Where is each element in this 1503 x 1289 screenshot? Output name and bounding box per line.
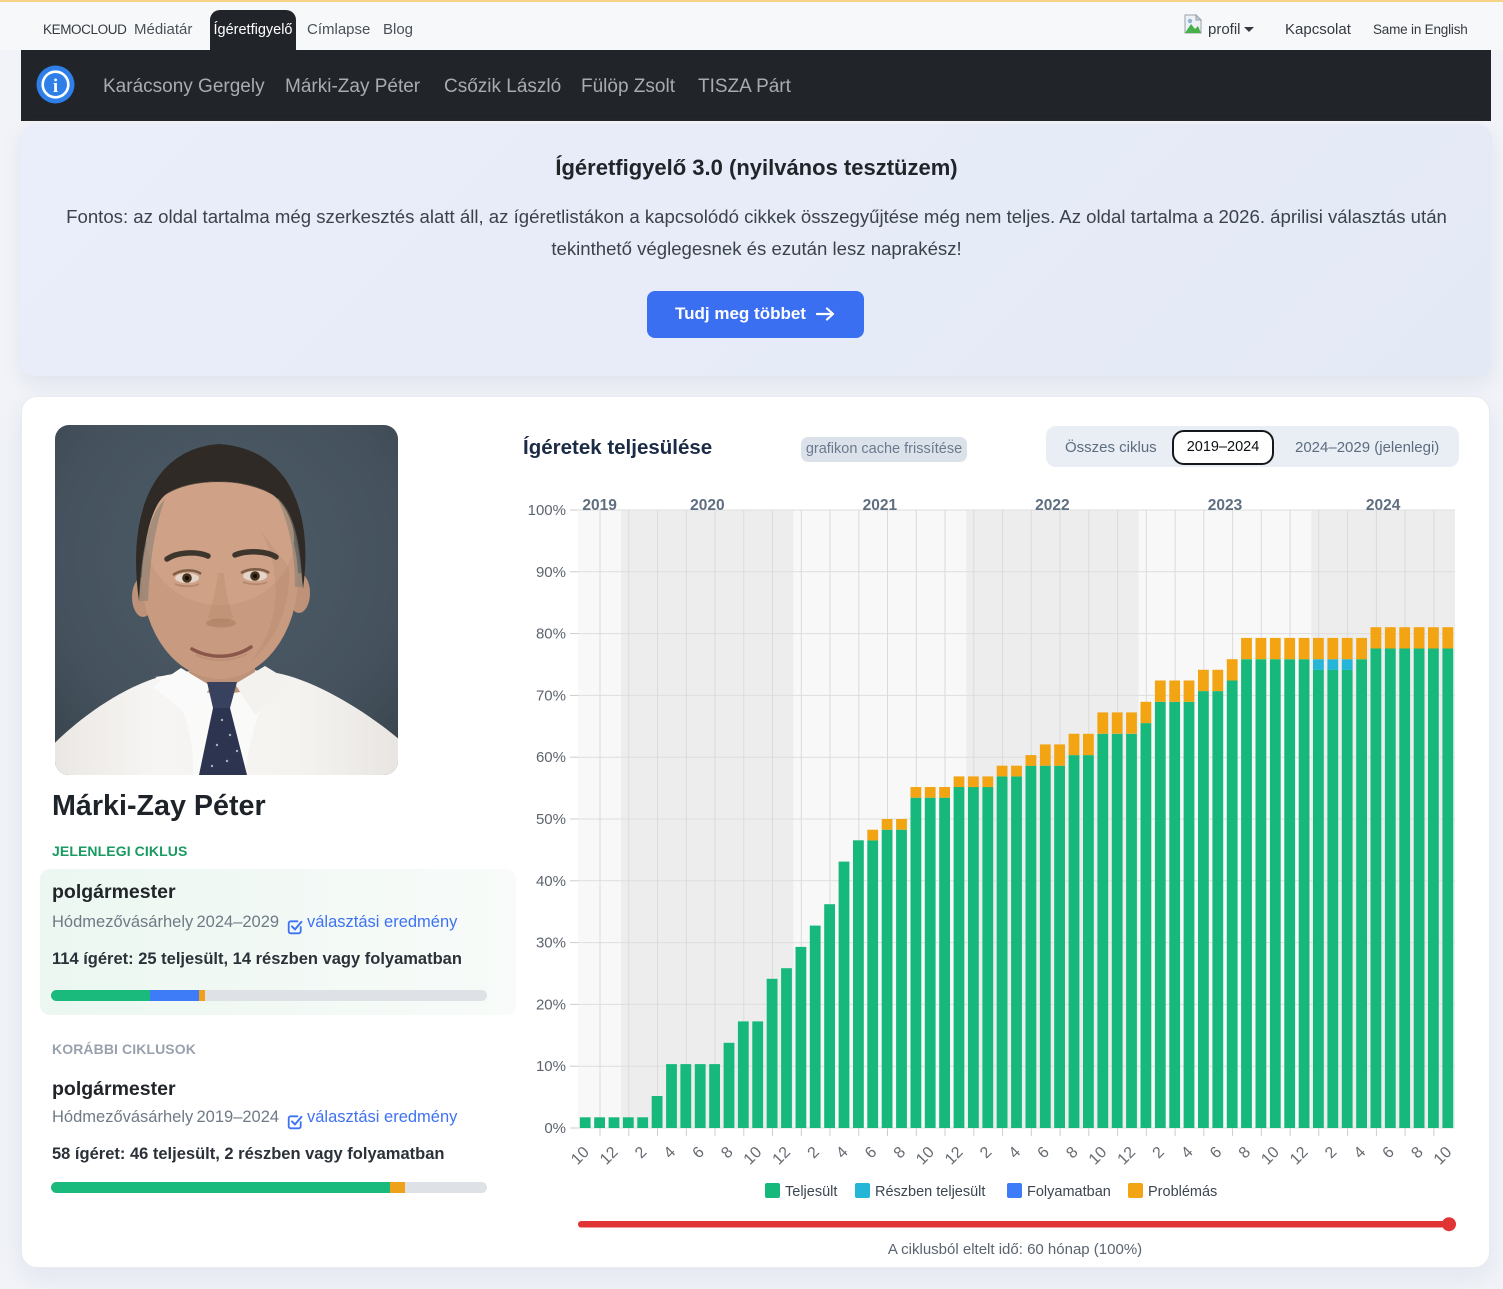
svg-text:4: 4 — [1178, 1144, 1196, 1162]
svg-text:2020: 2020 — [690, 497, 724, 514]
svg-text:4: 4 — [1006, 1144, 1024, 1162]
svg-text:10: 10 — [1086, 1144, 1111, 1169]
svg-text:10: 10 — [913, 1144, 938, 1169]
svg-text:Folyamatban: Folyamatban — [1027, 1184, 1111, 1200]
svg-text:10%: 10% — [536, 1058, 566, 1075]
svg-text:60%: 60% — [536, 749, 566, 766]
svg-text:10: 10 — [741, 1144, 766, 1169]
svg-text:4: 4 — [661, 1144, 679, 1162]
svg-text:8: 8 — [1236, 1144, 1254, 1162]
svg-text:70%: 70% — [536, 687, 566, 704]
svg-text:6: 6 — [1035, 1144, 1053, 1162]
svg-text:2: 2 — [1150, 1144, 1168, 1162]
svg-text:i: i — [53, 76, 58, 97]
svg-text:90%: 90% — [536, 564, 566, 581]
svg-text:30%: 30% — [536, 935, 566, 952]
svg-text:12: 12 — [597, 1144, 622, 1169]
svg-text:12: 12 — [1287, 1144, 1312, 1169]
svg-text:2022: 2022 — [1035, 497, 1069, 514]
svg-text:Részben teljesült: Részben teljesült — [875, 1184, 985, 1200]
svg-text:80%: 80% — [536, 626, 566, 643]
svg-text:8: 8 — [1063, 1144, 1081, 1162]
svg-text:12: 12 — [770, 1144, 795, 1169]
svg-text:12: 12 — [1115, 1144, 1140, 1169]
svg-text:2024: 2024 — [1366, 497, 1401, 514]
svg-text:10: 10 — [568, 1144, 593, 1169]
svg-text:2019: 2019 — [582, 497, 617, 514]
svg-text:10: 10 — [1258, 1144, 1283, 1169]
svg-text:2021: 2021 — [863, 497, 898, 514]
svg-text:4: 4 — [833, 1144, 851, 1162]
svg-text:6: 6 — [690, 1144, 708, 1162]
svg-text:Teljesült: Teljesült — [785, 1184, 837, 1200]
svg-text:8: 8 — [1408, 1144, 1426, 1162]
svg-text:A ciklusból eltelt idő: 60 hón: A ciklusból eltelt idő: 60 hónap (100%) — [888, 1241, 1142, 1258]
svg-text:0%: 0% — [544, 1120, 566, 1137]
svg-text:8: 8 — [891, 1144, 909, 1162]
svg-text:2: 2 — [977, 1144, 995, 1162]
svg-text:2: 2 — [1322, 1144, 1340, 1162]
svg-text:6: 6 — [862, 1144, 880, 1162]
svg-text:12: 12 — [942, 1144, 967, 1169]
svg-text:20%: 20% — [536, 996, 566, 1013]
svg-text:2023: 2023 — [1208, 497, 1243, 514]
svg-text:8: 8 — [718, 1144, 736, 1162]
svg-text:2: 2 — [632, 1144, 650, 1162]
svg-text:10: 10 — [1431, 1144, 1456, 1169]
svg-text:6: 6 — [1207, 1144, 1225, 1162]
svg-text:40%: 40% — [536, 873, 566, 890]
svg-text:100%: 100% — [528, 502, 566, 519]
svg-text:6: 6 — [1380, 1144, 1398, 1162]
svg-text:Problémás: Problémás — [1148, 1184, 1217, 1200]
svg-text:2: 2 — [805, 1144, 823, 1162]
svg-text:50%: 50% — [536, 811, 566, 828]
svg-text:4: 4 — [1351, 1144, 1369, 1162]
